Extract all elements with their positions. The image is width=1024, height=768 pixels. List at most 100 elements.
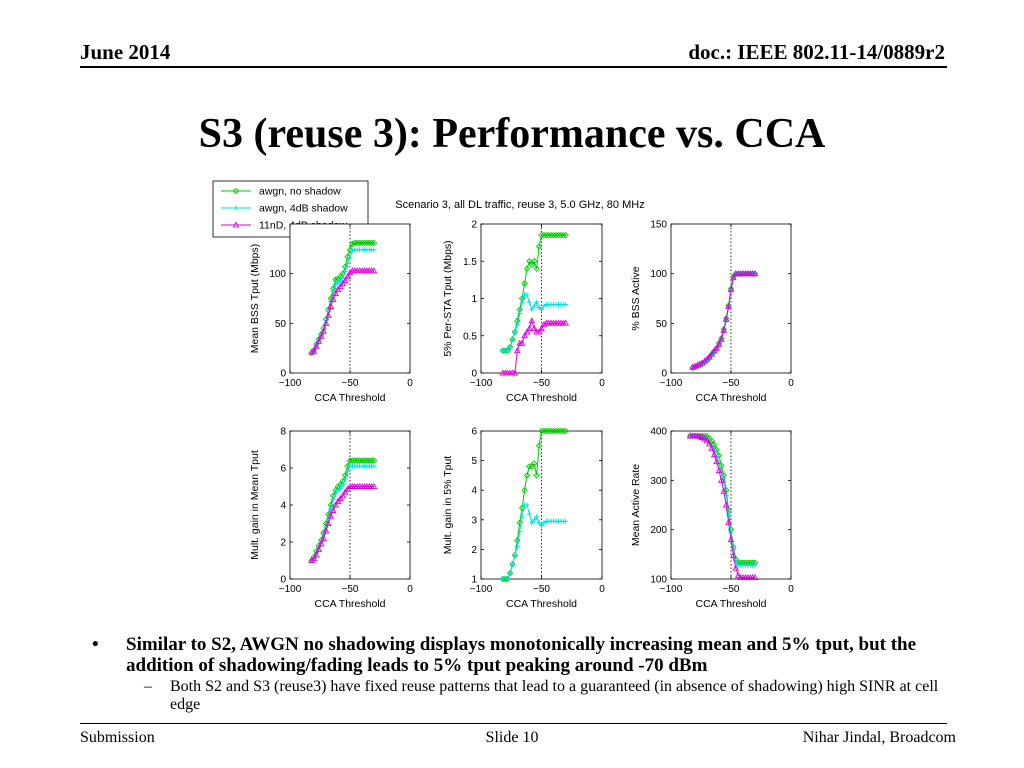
data-point [356,457,363,464]
data-point [509,561,516,567]
data-point [725,302,732,309]
y-tick-label: 2 [471,545,477,556]
chart-panel-1: −100 −50 0 0 50 100 CCA Threshold Mean BSS Tput… [249,223,413,404]
x-tick-label: −50 [533,378,550,389]
data-point [543,231,550,239]
data-point [528,317,536,324]
data-point [713,458,720,465]
data-point [370,457,378,464]
data-point [550,427,557,435]
y-tick-label: 150 [650,220,667,231]
data-point [370,239,378,247]
y-axis-label: 5% Per-STA Tput (Mbps) [442,240,454,356]
y-tick-label: 0 [280,369,286,380]
data-point [371,247,377,253]
data-point [342,476,348,482]
series-11nd-4db-shadow [308,267,378,355]
data-point [555,427,562,435]
data-point [732,564,740,571]
data-point [505,348,511,354]
data-point [710,441,718,449]
data-point [713,344,720,351]
chart-panel-6: −100 −50 0 100 200 300 400 CCA Threshold Mean Ac… [630,427,794,611]
x-tick-label: −50 [723,378,740,389]
data-point [533,265,540,272]
footer-rule [80,723,947,724]
data-point [720,487,728,494]
data-point [325,311,332,318]
y-tick-label: 4 [471,486,477,497]
data-point [507,344,513,350]
x-axis-label: CCA Threshold [695,598,766,610]
data-point [562,427,569,435]
data-point [536,520,542,526]
data-point [526,324,533,331]
data-point [333,491,339,497]
x-axis-label: CCA Threshold [695,392,766,404]
y-tick-label: 100 [650,575,667,586]
bullet-text: Similar to S2, AWGN no shadowing display… [126,634,917,676]
data-point [327,512,335,519]
data-point [325,519,332,527]
chart-figure: Scenario 3, all DL traffic, reuse 3, 5.0… [212,180,794,611]
chart-panel-3: −100 −50 0 0 50 100 150 CCA Threshold % BSS Acti… [630,220,794,405]
legend-label: awgn, no shadow [259,186,341,198]
data-point [512,552,518,558]
data-point [560,231,567,239]
bullet-list: • Similar to S2, AWGN no shadowing displ… [92,634,952,714]
data-point [722,501,730,508]
data-point [524,292,530,298]
data-point [509,336,516,343]
data-point [751,270,759,277]
data-point [727,536,735,543]
x-axis-label: CCA Threshold [314,392,385,404]
y-axis-label: Mean BSS Tput (Mbps) [249,244,261,354]
y-tick-label: 5 [471,456,477,467]
series-awgn-4db-shadow [500,292,569,354]
data-point [543,427,550,435]
series-11nd-4db-shadow [308,482,378,564]
data-point [370,482,378,490]
data-point [718,476,725,483]
x-tick-label: 0 [599,378,605,389]
data-point [720,326,728,333]
data-point [514,321,520,328]
data-point [514,537,521,544]
x-tick-label: −100 [470,378,493,389]
data-point [528,261,536,269]
data-point [519,514,525,520]
y-tick-label: 0 [280,575,286,586]
data-point [353,239,361,247]
y-tick-label: 1.5 [463,257,477,268]
data-point [550,231,557,239]
data-point [734,572,742,579]
data-point [531,460,538,467]
y-tick-label: 6 [280,464,286,475]
x-tick-label: 0 [788,378,794,389]
data-point [349,248,355,254]
data-point [337,278,343,284]
data-point [361,239,368,247]
data-point [526,463,533,470]
data-point [329,295,337,303]
data-point [315,545,323,552]
data-point [342,269,348,275]
x-tick-label: −50 [533,584,550,595]
data-point [562,231,569,239]
data-point [531,303,537,309]
legend-marker [232,187,240,195]
y-tick-label: 4 [280,501,286,512]
data-point [521,332,528,339]
legend-entry: awgn, 4dB shadow [221,203,348,215]
y-tick-label: 2 [280,538,286,549]
data-point [530,324,538,331]
data-point [344,253,351,261]
data-point [726,511,732,517]
data-point [339,280,347,287]
y-tick-label: 0 [471,369,477,380]
data-point [370,267,378,274]
data-point [521,280,528,287]
data-point [557,427,565,435]
data-point [351,457,359,464]
data-point [332,290,339,297]
